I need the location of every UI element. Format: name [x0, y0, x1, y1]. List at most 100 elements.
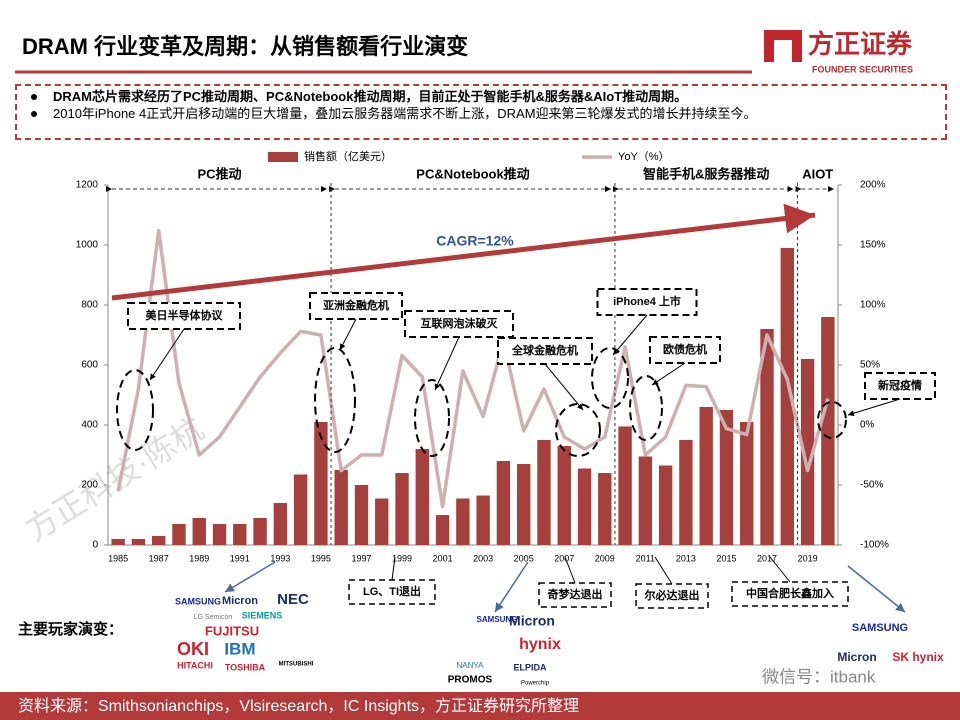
event-label: 新冠疫情	[878, 378, 922, 392]
y-tick-label: 0	[92, 540, 98, 551]
player-logo: Micron	[837, 650, 876, 664]
x-tick-label: 1985	[108, 553, 128, 563]
event-circle	[555, 403, 601, 457]
player-logo: Micron	[509, 613, 555, 629]
bar	[699, 407, 713, 545]
bar	[456, 498, 470, 545]
event-circle	[414, 379, 450, 457]
bar	[253, 518, 267, 545]
title: DRAM 行业变革及周期：从销售额看行业演变	[22, 34, 468, 59]
phase-label: 智能手机&服务器推动	[643, 166, 769, 181]
y-tick-label: 600	[81, 360, 98, 371]
bar	[273, 503, 288, 545]
y-tick-label: 400	[81, 420, 98, 431]
bar	[354, 485, 369, 545]
x-tick-label: 1995	[311, 553, 331, 563]
bar	[638, 456, 653, 545]
x-tick-label: 2009	[595, 553, 615, 563]
x-tick-label: 2015	[716, 553, 736, 563]
event-box	[864, 372, 936, 400]
player-logo: NANYA	[457, 661, 485, 670]
bullet-box: DRAM芯片需求经历了PC推动周期、PC&Notebook推动周期，目前正处于智…	[15, 84, 947, 140]
player-logo: SIEMENS	[242, 610, 283, 620]
x-tick-label: 2019	[798, 553, 818, 563]
bar	[598, 473, 612, 545]
bar	[293, 474, 308, 545]
bar	[435, 515, 450, 545]
event-circle	[314, 347, 356, 453]
bar	[517, 464, 531, 545]
event-label: 全球金融危机	[511, 343, 578, 357]
bar	[334, 470, 348, 545]
exit-box	[731, 581, 849, 607]
player-arrow	[494, 561, 529, 613]
bar	[395, 473, 409, 545]
event-circle	[116, 369, 154, 451]
player-logo: LG Semicon	[194, 614, 233, 621]
exit-box	[348, 579, 436, 605]
bar	[233, 524, 247, 545]
event-label: 欧债危机	[663, 342, 707, 356]
bar	[212, 524, 227, 545]
x-tick-label: 2017	[757, 553, 777, 563]
exit-label: LG、TI退出	[363, 584, 421, 598]
y-tick-label: 1000	[76, 240, 99, 251]
exit-label: 奇梦达退出	[548, 587, 603, 601]
event-arrow	[544, 363, 584, 411]
y2-tick-label: 200%	[860, 180, 886, 191]
logo-text: 方正证券	[808, 29, 913, 59]
bar	[577, 468, 592, 545]
player-arrow	[847, 565, 906, 613]
player-logo: ELPIDA	[513, 662, 547, 672]
bar	[740, 422, 754, 545]
trend-label: CAGR=12%	[436, 233, 514, 249]
bar	[658, 465, 673, 545]
exit-label: 尔必达退出	[644, 588, 700, 602]
trend-arrow	[111, 203, 816, 301]
x-tick-label: 1987	[149, 553, 169, 563]
x-tick-label: 2007	[554, 553, 574, 563]
bar	[131, 539, 146, 545]
event-box	[596, 288, 698, 316]
player-logo: FUJITSU	[205, 623, 259, 638]
x-tick-label: 1989	[189, 553, 209, 563]
yoy-line	[116, 228, 830, 509]
player-logo: Micron	[222, 595, 258, 607]
player-logo: hynix	[519, 636, 561, 653]
y2-tick-label: -100%	[860, 540, 889, 551]
bar	[557, 446, 571, 545]
player-logo: OKI	[177, 639, 209, 659]
logo-mark-inner	[774, 40, 792, 62]
y2-tick-label: 50%	[860, 360, 880, 371]
bar	[314, 422, 328, 545]
legend-label: 销售额（亿美元）	[304, 149, 392, 163]
bar	[172, 524, 186, 545]
phase-label: PC&Notebook推动	[416, 166, 529, 181]
exit-box	[538, 582, 612, 608]
event-label: 美日半导体协议	[146, 308, 224, 322]
phase-label: PC推动	[197, 166, 241, 181]
x-tick-label: 2001	[433, 553, 453, 563]
bar	[800, 359, 815, 545]
x-tick-label: 1997	[351, 553, 371, 563]
bar	[618, 426, 632, 545]
exit-arrow	[564, 556, 580, 590]
y-tick-label: 1200	[76, 180, 99, 191]
bar	[719, 410, 734, 545]
player-logo: PROMOS	[448, 675, 493, 686]
y2-tick-label: 0%	[860, 420, 875, 431]
x-tick-label: 1991	[230, 553, 250, 563]
bar	[537, 440, 551, 545]
y-tick-label: 800	[81, 300, 98, 311]
event-arrow	[651, 362, 686, 386]
phase-label: AIOT	[802, 166, 833, 181]
event-arrow	[612, 314, 648, 356]
players-label: 主要玩家演变：	[18, 620, 123, 638]
bar	[415, 449, 429, 545]
bar	[780, 248, 794, 545]
x-tick-label: 2005	[514, 553, 534, 563]
x-tick-label: 2013	[676, 553, 696, 563]
logo-en: FOUNDER SECURITIES	[812, 64, 913, 74]
exit-arrow	[388, 556, 396, 587]
